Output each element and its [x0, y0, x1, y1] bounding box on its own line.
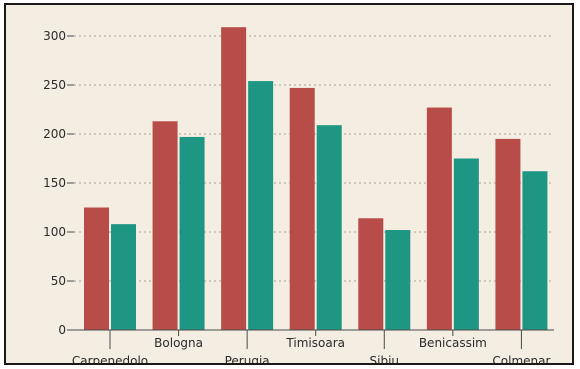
x-tick-label: Carpenedolo	[72, 354, 148, 363]
x-tick-label: Perugia	[225, 354, 270, 363]
x-tick-label: Colmenar	[492, 354, 550, 363]
bar-perugia-s1	[221, 27, 247, 331]
bar-colmenar-s1	[495, 138, 521, 330]
y-tick-label: 0	[58, 323, 66, 337]
y-tick-label: 200	[43, 127, 66, 141]
chart-frame: 0 50 100 150 200 250 300 Carpenedolo Bologna Per…	[4, 3, 574, 365]
bar-bologna-s2	[179, 136, 205, 330]
bar-sibiu-s2	[385, 230, 411, 330]
bar-timisoara-s2	[316, 125, 342, 331]
x-tick-label: Timisoara	[285, 336, 345, 350]
y-tick-label: 250	[43, 78, 66, 92]
y-tick-label: 50	[51, 274, 66, 288]
bar-carpenedolo-s2	[111, 224, 136, 330]
y-tick-label: 300	[43, 29, 66, 43]
bar-benicassim-s1	[426, 107, 452, 330]
bar-perugia-s2	[248, 81, 274, 330]
bar-bologna-s1	[152, 121, 178, 330]
bar-chart: 0 50 100 150 200 250 300 Carpenedolo Bologna Per…	[43, 27, 554, 363]
bar-carpenedolo-s1	[84, 207, 109, 330]
y-tick-label: 100	[43, 225, 66, 239]
bar-benicassim-s2	[453, 158, 479, 330]
bar-sibiu-s1	[358, 218, 384, 330]
bar-timisoara-s1	[289, 87, 315, 330]
x-axis-ticks: Carpenedolo Bologna Perugia Timisoara Sibiu B…	[72, 330, 550, 363]
y-axis-ticks: 0 50 100 150 200 250 300	[43, 29, 74, 337]
x-tick-label: Benicassim	[419, 336, 487, 350]
bars	[84, 27, 548, 331]
y-tick-label: 150	[43, 176, 66, 190]
x-tick-label: Bologna	[154, 336, 203, 350]
x-tick-label: Sibiu	[370, 354, 400, 363]
bar-colmenar-s2	[522, 171, 548, 330]
